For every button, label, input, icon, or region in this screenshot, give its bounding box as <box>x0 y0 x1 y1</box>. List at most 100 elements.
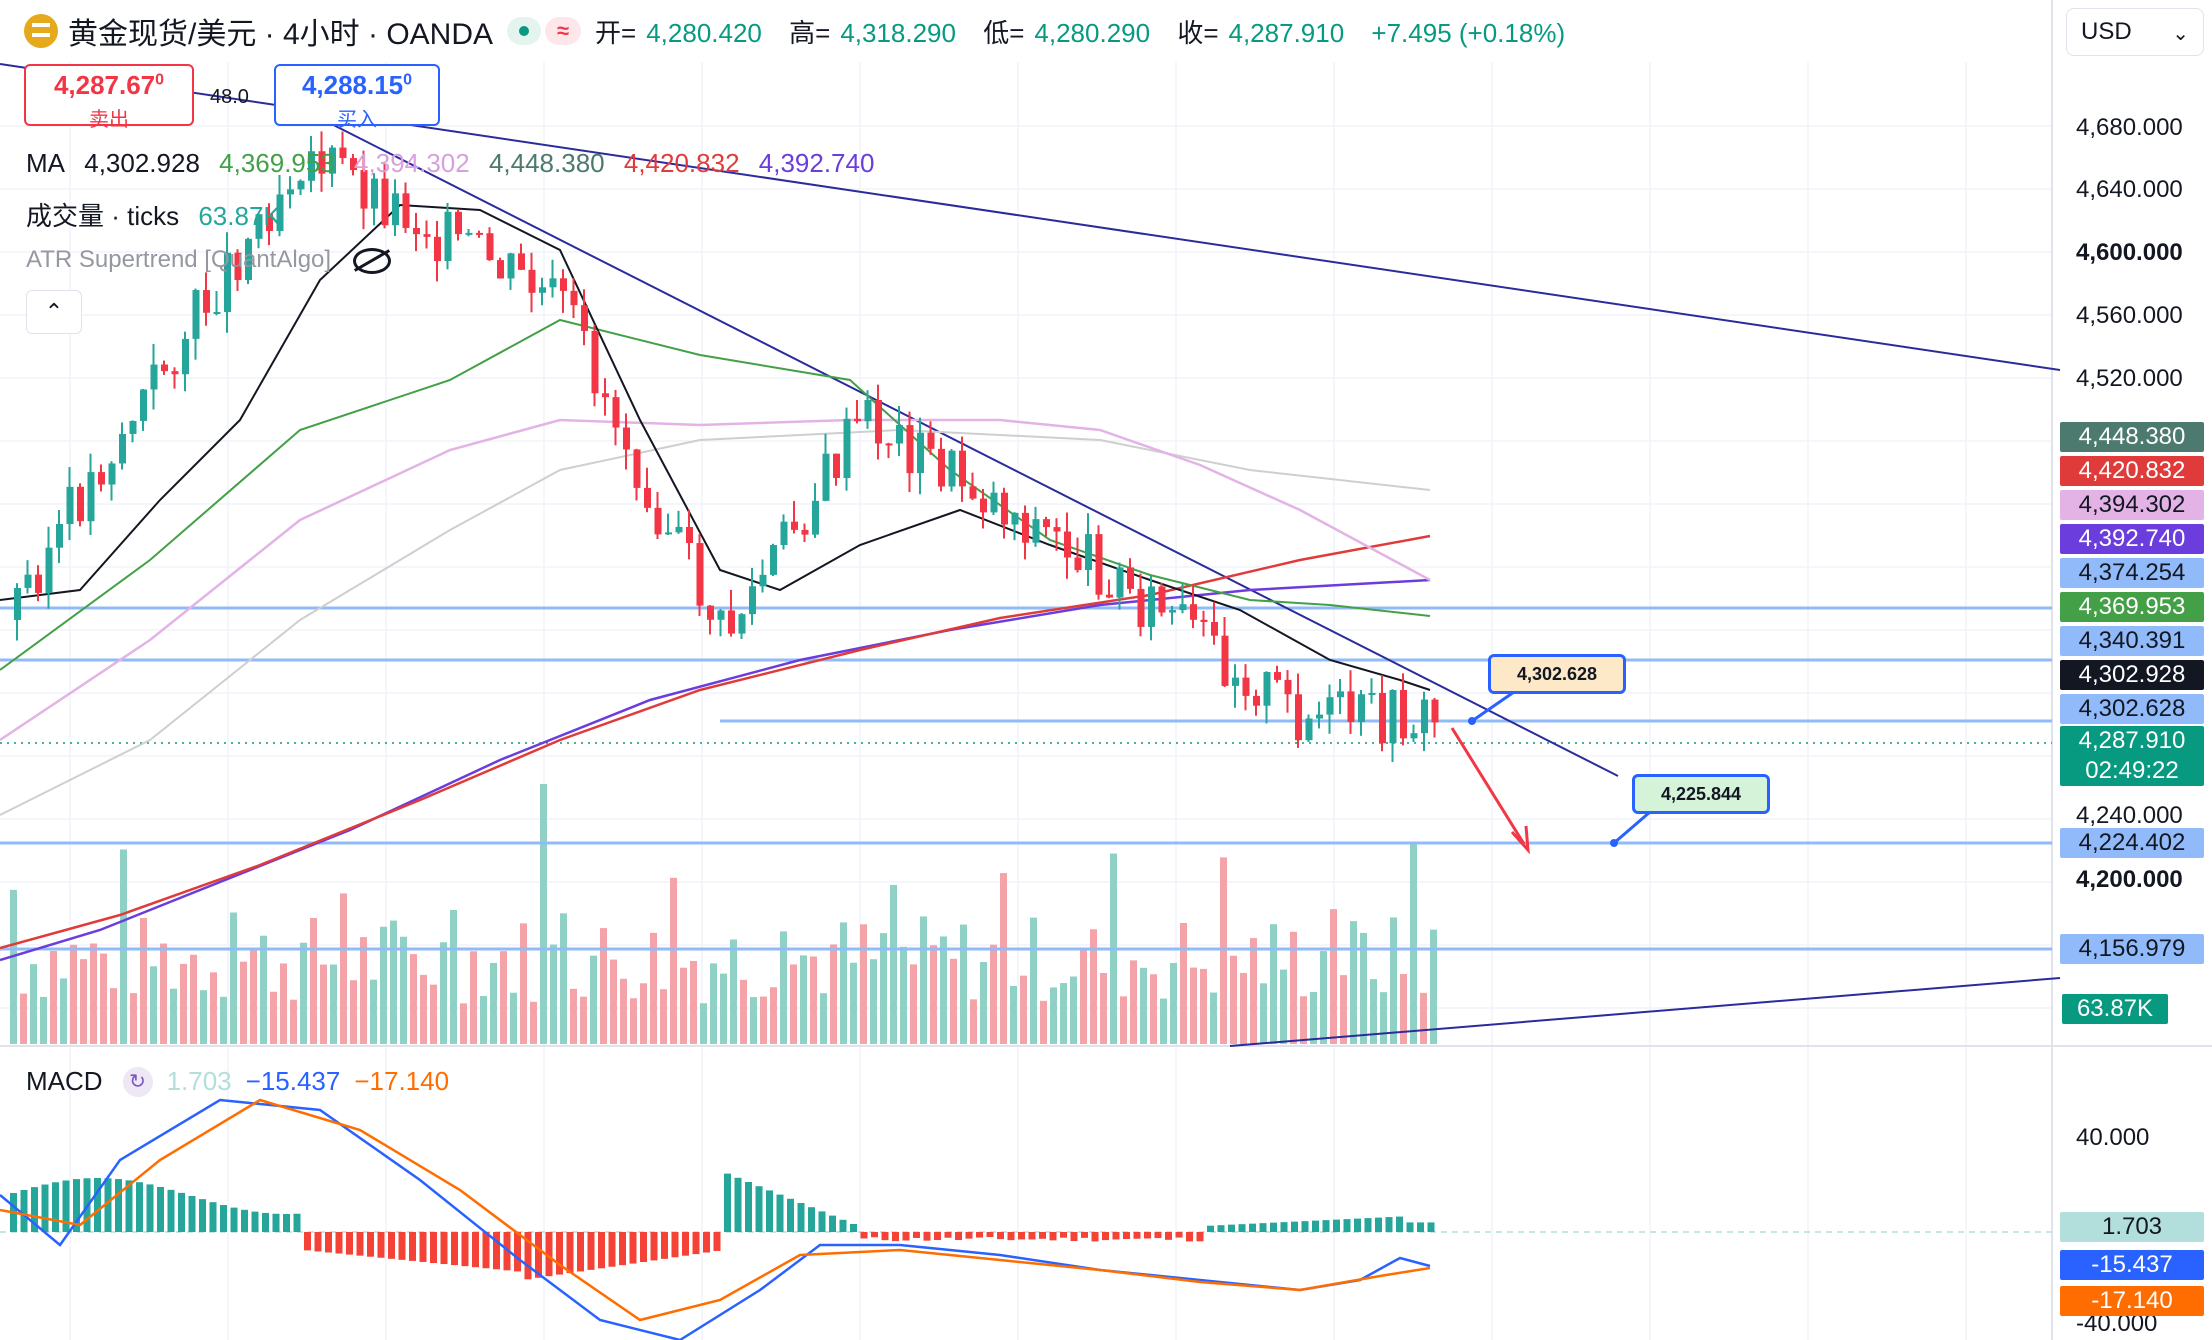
low-label: 低= <box>983 17 1025 48</box>
candle-body <box>56 523 63 548</box>
candle-body <box>476 232 483 235</box>
macd-histogram-bar <box>304 1232 311 1251</box>
volume-bar <box>460 1003 467 1044</box>
candle-body <box>1232 677 1239 686</box>
volume-bar <box>610 959 617 1044</box>
volume-bar <box>430 984 437 1044</box>
callout-pointer <box>1613 810 1651 845</box>
volume-bar <box>1080 950 1087 1044</box>
candle-body <box>749 586 756 615</box>
candle-body <box>654 507 662 535</box>
volume-tag: 63.87K <box>2062 994 2168 1024</box>
close-label: 收= <box>1177 17 1219 48</box>
candle-body <box>203 290 210 313</box>
ma-price-tag: 4,369.953 <box>2060 592 2204 622</box>
macd-histogram-bar <box>1249 1223 1256 1232</box>
volume-bar <box>200 990 207 1044</box>
refresh-icon[interactable]: ↻ <box>122 1066 153 1097</box>
volume-bar <box>50 950 57 1044</box>
candle-body <box>612 397 620 428</box>
volume-bar <box>160 943 167 1044</box>
macd-histogram-bar <box>1196 1232 1204 1242</box>
supertrend-legend[interactable]: ATR Supertrend [QuantAlgo] <box>26 246 403 274</box>
macd-histogram-bar <box>20 1189 28 1232</box>
callout-anchor <box>1610 839 1618 847</box>
macd-histogram-bar <box>1322 1220 1330 1232</box>
macd-histogram-bar <box>556 1232 563 1275</box>
macd-histogram-bar <box>818 1211 826 1232</box>
candle-body <box>707 605 714 620</box>
volume-bar <box>870 959 877 1044</box>
macd-histogram-bar <box>346 1232 353 1255</box>
macd-histogram-bar <box>860 1232 868 1239</box>
macd-histogram-bar <box>241 1209 248 1232</box>
macd-histogram-bar <box>1406 1222 1414 1232</box>
sell-button[interactable]: 4,287.670 卖出 <box>24 64 194 131</box>
axis-tick: 4,520.000 <box>2076 365 2183 392</box>
candle-body <box>14 587 21 620</box>
candle-body <box>171 371 179 375</box>
volume-bar <box>910 964 917 1044</box>
collapse-legend-button[interactable]: ⌃ <box>26 290 82 334</box>
candle-body <box>318 151 326 174</box>
macd-histogram-bar <box>650 1232 658 1261</box>
symbol-title[interactable]: 黄金现货/美元 · 4小时 · OANDA <box>68 18 494 51</box>
volume-bar <box>1360 932 1367 1044</box>
volume-bar <box>130 993 137 1044</box>
volume-bar <box>240 961 247 1044</box>
candle-body <box>245 238 252 281</box>
volume-bar <box>260 935 267 1044</box>
macd-histogram-bar <box>1186 1232 1193 1242</box>
candle-body <box>1032 519 1040 543</box>
macd-legend[interactable]: MACD ↻ 1.703 −15.437 −17.140 <box>26 1066 463 1097</box>
price-callout-upper[interactable]: 4,302.628 <box>1488 654 1626 694</box>
price-callout-lower[interactable]: 4,225.844 <box>1632 774 1770 814</box>
supertrend-label: ATR Supertrend [QuantAlgo] <box>26 246 332 273</box>
last-price-tag: 4,287.910 02:49:22 <box>2060 726 2204 786</box>
candle-body <box>108 463 116 485</box>
volume-bar <box>1420 992 1427 1044</box>
macd-histogram-bar <box>1018 1232 1025 1240</box>
candle-body <box>1211 621 1218 636</box>
candle-body <box>728 610 735 634</box>
macd-histogram-bar <box>199 1199 206 1232</box>
volume-bar <box>630 998 637 1044</box>
candle-body <box>497 260 504 279</box>
candle-body <box>980 498 987 513</box>
macd-histogram-bar <box>1354 1218 1361 1232</box>
candle-body <box>1253 695 1260 706</box>
ma-value-2: 4,369.953 <box>219 148 335 178</box>
macd-histogram-bar <box>923 1232 931 1241</box>
macd-histogram-bar <box>62 1180 70 1232</box>
volume-value: 63.87K <box>198 201 281 231</box>
ma-price-tag: 4,392.740 <box>2060 524 2204 554</box>
macd-histogram-bar <box>535 1232 542 1278</box>
volume-bar <box>1350 921 1357 1044</box>
change-value: +7.495 (+0.18%) <box>1371 17 1566 48</box>
axis-tick: 4,240.000 <box>2076 802 2183 829</box>
volume-bar <box>190 954 197 1044</box>
volume-bar <box>510 992 517 1044</box>
callout-anchor <box>1468 717 1476 725</box>
candle-body <box>486 233 494 261</box>
hidden-eye-icon[interactable] <box>353 247 392 274</box>
macd-histogram-bar <box>944 1232 952 1238</box>
volume-bar <box>70 944 77 1044</box>
candle-body <box>1169 610 1176 613</box>
macd-histogram-bar <box>1364 1218 1372 1232</box>
candle-body <box>1137 588 1145 627</box>
volume-legend[interactable]: 成交量 · ticks 63.87K <box>26 196 293 233</box>
candle-body <box>1053 527 1061 532</box>
macd-histogram-bar <box>997 1232 1004 1240</box>
currency-selector[interactable]: USD ⌄ <box>2066 8 2204 56</box>
volume-bar <box>450 909 457 1044</box>
buy-button[interactable]: 4,288.150 买入 <box>274 64 440 131</box>
macd-histogram-bar <box>1291 1221 1298 1232</box>
candle-body <box>329 147 336 174</box>
macd-signal-line <box>0 1098 1431 1322</box>
volume-bar <box>940 936 947 1044</box>
volume-bar <box>1340 975 1347 1044</box>
macd-histogram-bar <box>724 1173 731 1232</box>
ma-legend[interactable]: MA 4,302.928 4,369.953 4,394.302 4,448.3… <box>26 148 886 179</box>
